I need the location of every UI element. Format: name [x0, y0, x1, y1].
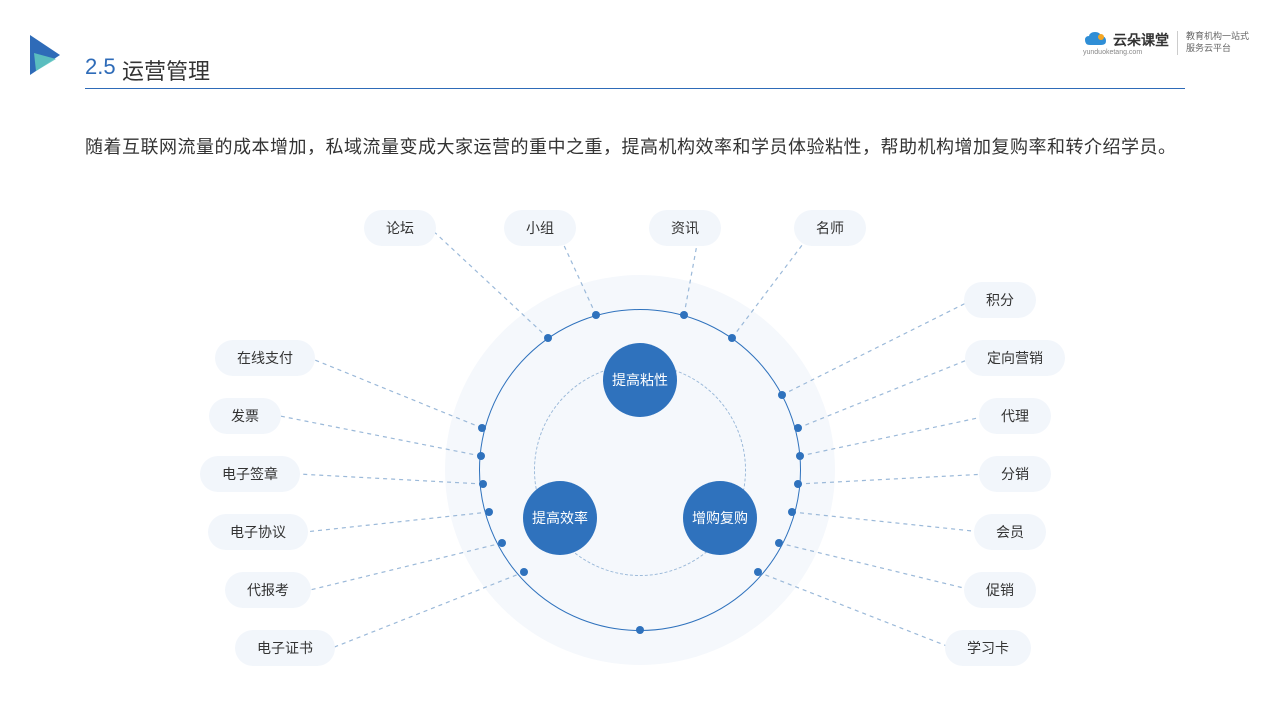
- brand-name: 云朵课堂: [1113, 30, 1169, 50]
- ring-dot: [477, 452, 485, 460]
- section-underline: [85, 88, 1185, 89]
- cloud-icon: [1083, 31, 1109, 49]
- ring-dot: [479, 480, 487, 488]
- ring-dot: [796, 452, 804, 460]
- brand-logo: 云朵课堂 yunduoketang.com 教育机构一站式服务云平台: [1083, 30, 1250, 56]
- right-pill-card: 学习卡: [945, 630, 1031, 666]
- top-pill-news: 资讯: [649, 210, 721, 246]
- left-pill-exam: 代报考: [225, 572, 311, 608]
- right-pill-distrib: 分销: [979, 456, 1051, 492]
- ring-dot: [754, 568, 762, 576]
- center-node-efficiency: 提高效率: [523, 481, 597, 555]
- ring-dot: [544, 334, 552, 342]
- ring-dot: [478, 424, 486, 432]
- section-number: 2.5: [85, 54, 116, 80]
- right-pill-member: 会员: [974, 514, 1046, 550]
- top-pill-group: 小组: [504, 210, 576, 246]
- header-play-icon: [30, 35, 66, 80]
- description-text: 随着互联网流量的成本增加，私域流量变成大家运营的重中之重，提高机构效率和学员体验…: [85, 130, 1195, 164]
- right-pill-target: 定向营销: [965, 340, 1065, 376]
- left-pill-agree: 电子协议: [208, 514, 308, 550]
- left-pill-seal: 电子签章: [200, 456, 300, 492]
- top-pill-teacher: 名师: [794, 210, 866, 246]
- section-title: 运营管理: [122, 54, 210, 86]
- operations-diagram: 提高粘性提高效率 增购复购 论坛 小组 资讯 名师在线支付发票电子签章电子协议代报考电子…: [0, 200, 1280, 720]
- ring-dot: [592, 311, 600, 319]
- brand-url: yunduoketang.com: [1083, 49, 1142, 56]
- ring-dot: [778, 391, 786, 399]
- left-pill-invoice: 发票: [209, 398, 281, 434]
- ring-dot: [636, 626, 644, 634]
- ring-dot: [794, 424, 802, 432]
- brand-tagline: 教育机构一站式服务云平台: [1186, 31, 1250, 54]
- ring-dot: [498, 539, 506, 547]
- ring-dot: [728, 334, 736, 342]
- ring-dot: [788, 508, 796, 516]
- center-node-stickiness: 提高粘性: [603, 343, 677, 417]
- ring-dot: [680, 311, 688, 319]
- right-pill-points: 积分: [964, 282, 1036, 318]
- right-pill-agent: 代理: [979, 398, 1051, 434]
- left-pill-pay: 在线支付: [215, 340, 315, 376]
- ring-dot: [520, 568, 528, 576]
- right-pill-promo: 促销: [964, 572, 1036, 608]
- logo-divider: [1177, 31, 1178, 55]
- top-pill-forum: 论坛: [364, 210, 436, 246]
- ring-dot: [794, 480, 802, 488]
- left-pill-cert: 电子证书: [235, 630, 335, 666]
- ring-dot: [485, 508, 493, 516]
- center-node-repurchase: 增购复购: [683, 481, 757, 555]
- ring-dot: [775, 539, 783, 547]
